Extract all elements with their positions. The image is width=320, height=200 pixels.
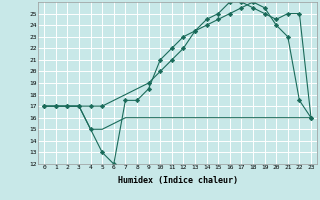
- X-axis label: Humidex (Indice chaleur): Humidex (Indice chaleur): [118, 176, 238, 185]
